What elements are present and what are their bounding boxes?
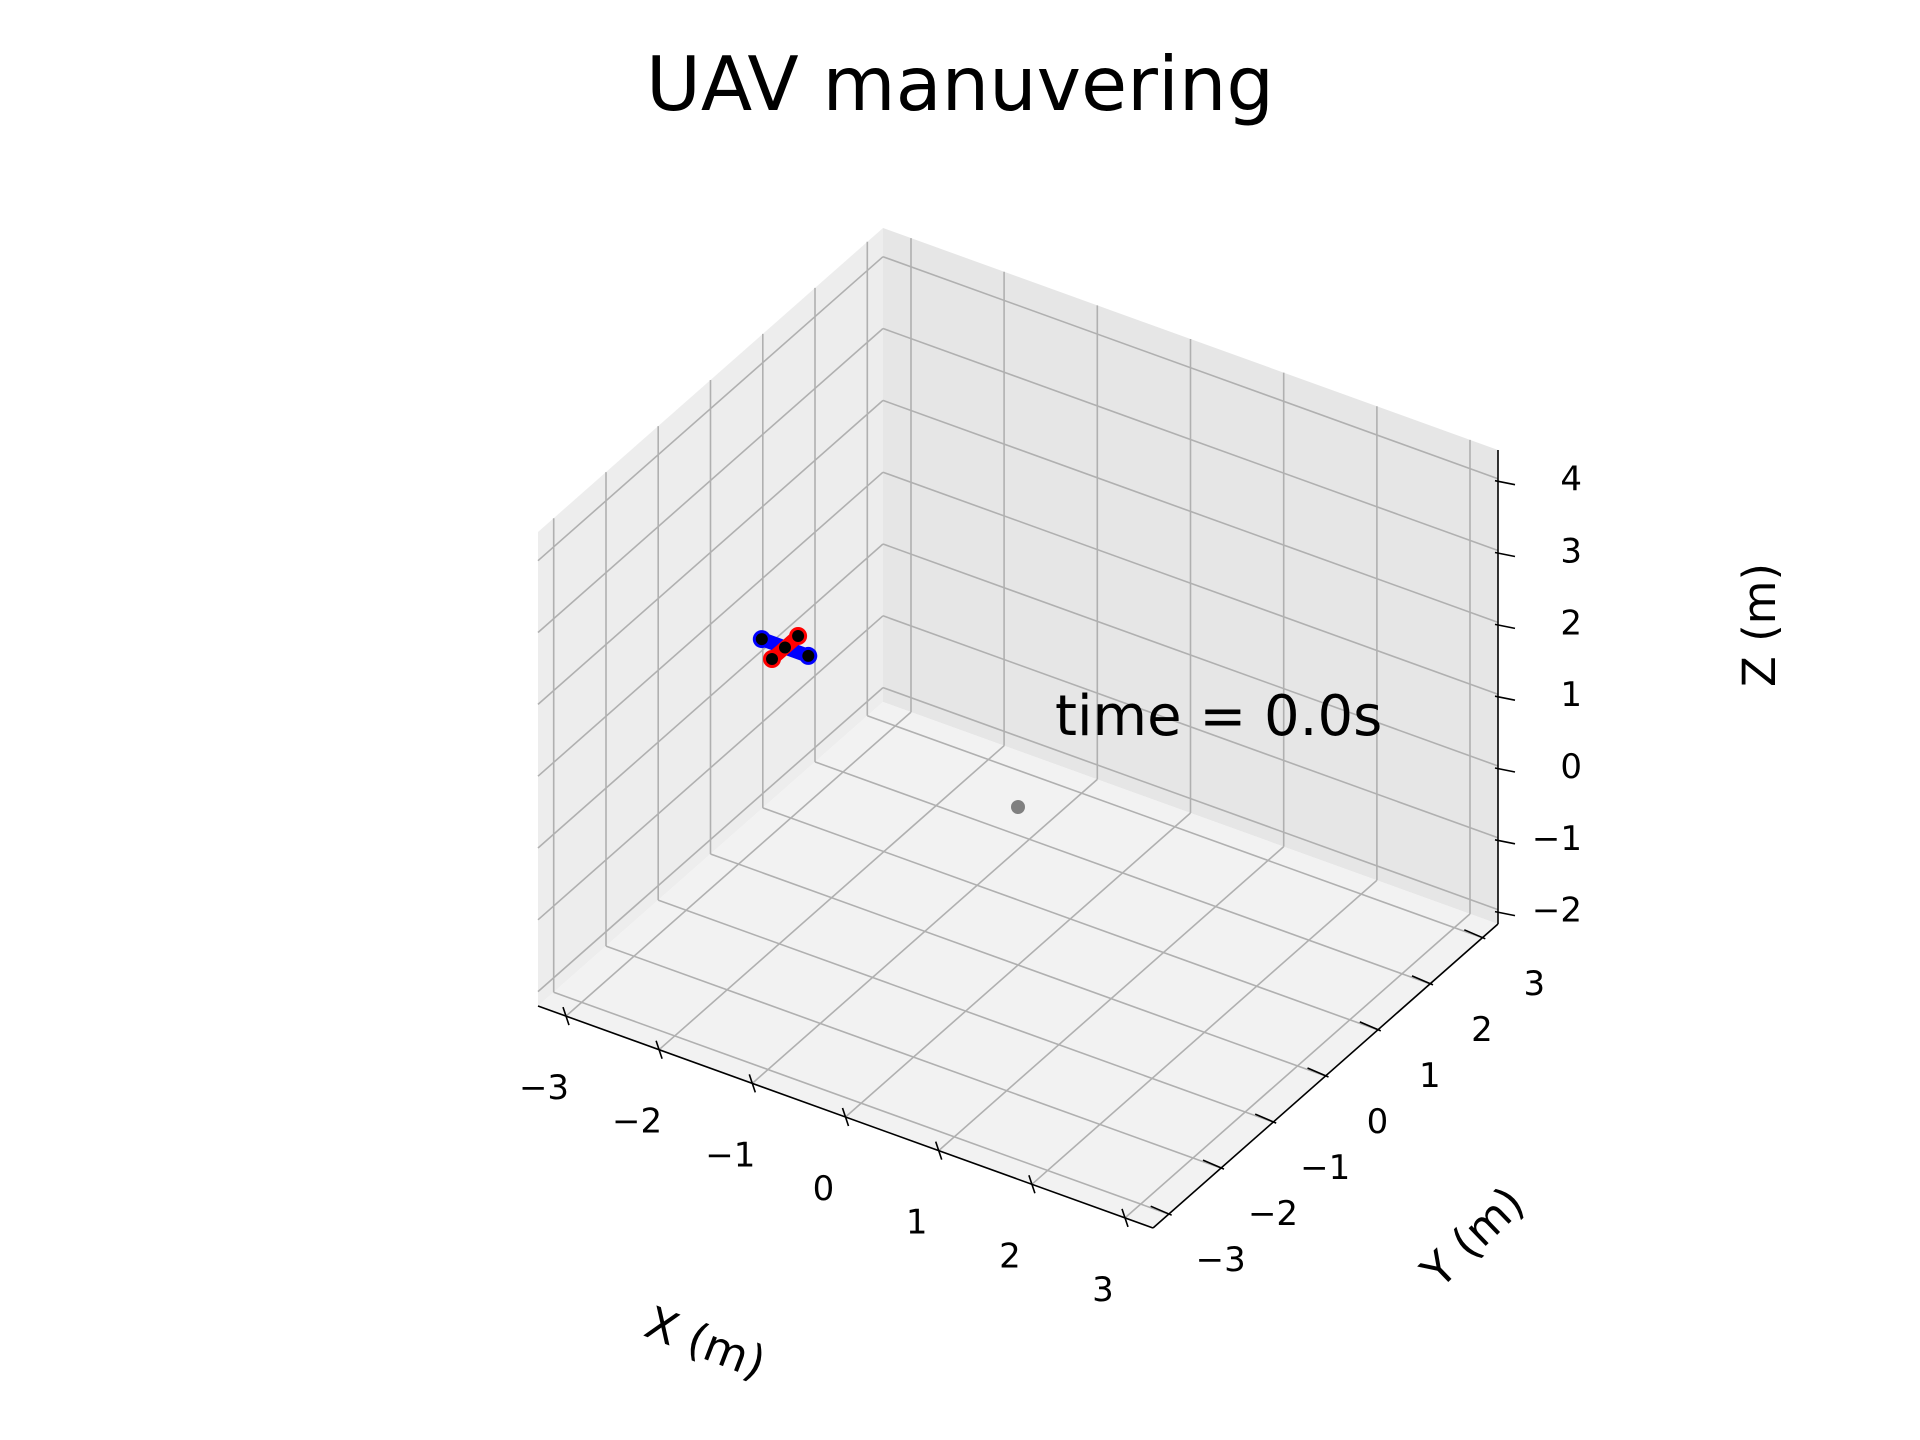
x-tick: [1028, 1175, 1036, 1194]
y-tick: [1150, 1205, 1173, 1216]
x-tick-label: −1: [705, 1135, 755, 1175]
x-axis-label: X (m): [638, 1296, 773, 1390]
y-tick: [1254, 1113, 1277, 1124]
z-tick-label: −2: [1532, 891, 1582, 931]
x-tick-label: 0: [813, 1169, 835, 1209]
grid-line-z: [882, 327, 1499, 552]
rotor-point: [766, 653, 778, 665]
z-tick-label: 2: [1560, 603, 1582, 643]
rotor-point: [802, 649, 815, 662]
z-tick: [1494, 839, 1516, 845]
grid-line-y: [710, 853, 1326, 1077]
grid-line-z: [537, 615, 884, 921]
axes-grid: [537, 238, 1499, 1219]
y-tick-label: −2: [1248, 1194, 1298, 1234]
y-tick: [1307, 1067, 1329, 1078]
z-tick-label: 1: [1560, 675, 1582, 715]
z-tick-label: 0: [1560, 747, 1582, 787]
z-tick: [1494, 695, 1516, 701]
y-tick-label: 2: [1471, 1010, 1493, 1050]
x-tick-label: −2: [612, 1102, 662, 1142]
x-tick-label: 2: [999, 1236, 1021, 1276]
x-tick: [841, 1107, 850, 1127]
x-tick-label: 3: [1092, 1270, 1114, 1310]
grid-line-z: [882, 686, 1499, 911]
y-axis-label: Y (m): [1410, 1176, 1534, 1299]
grid-line-z: [537, 686, 884, 993]
grid-line-z: [537, 327, 884, 634]
z-tick: [1494, 479, 1516, 486]
x-tick-label: −3: [519, 1068, 569, 1108]
grid-line-z: [537, 256, 884, 562]
y-tick-label: −3: [1196, 1240, 1246, 1280]
x-tick: [748, 1074, 757, 1093]
z-tick: [1494, 551, 1516, 558]
rotor-point: [779, 641, 791, 654]
uav-plot: [752, 627, 1025, 814]
z-tick-label: 4: [1560, 460, 1582, 500]
grid-line-z: [537, 399, 884, 706]
x-tick: [562, 1006, 570, 1026]
x-tick-label: 1: [906, 1203, 928, 1243]
y-tick-label: 1: [1419, 1056, 1441, 1096]
grid-line-y: [867, 715, 1483, 939]
grid-line-z: [882, 543, 1499, 767]
y-tick: [1202, 1159, 1225, 1170]
z-tick: [1494, 623, 1516, 630]
z-tick-label: 3: [1560, 532, 1582, 572]
z-axis-label: Z (m): [1733, 563, 1786, 687]
rotor-point: [792, 630, 805, 642]
grid-line-z: [882, 399, 1499, 624]
z-tick-label: −1: [1532, 819, 1582, 859]
grid-line-y: [657, 899, 1274, 1123]
grid-line-z: [882, 615, 1499, 839]
z-tick: [1494, 767, 1516, 773]
y-tick-label: −1: [1300, 1148, 1350, 1188]
z-tick: [1494, 910, 1516, 917]
chart-title: UAV manuvering: [646, 40, 1274, 128]
x-tick: [934, 1141, 943, 1160]
grid-line-z: [882, 255, 1499, 480]
grid-line-z: [537, 543, 884, 849]
y-tick: [1411, 975, 1434, 986]
x-tick: [655, 1040, 663, 1059]
grid-line-z: [882, 471, 1499, 695]
y-tick-label: 0: [1367, 1102, 1389, 1142]
grid-line-y: [605, 945, 1222, 1169]
target-point: [1011, 800, 1025, 814]
y-tick-label: 3: [1523, 964, 1545, 1004]
grid-line-y: [814, 761, 1431, 985]
grid-line-z: [537, 471, 884, 777]
y-tick: [1463, 929, 1486, 940]
grid-line-y: [762, 807, 1379, 1031]
time-annotation: time = 0.0s: [1055, 684, 1382, 749]
y-tick: [1359, 1021, 1382, 1032]
rotor-point: [755, 633, 768, 646]
grid-line-y: [553, 991, 1169, 1215]
x-tick: [1121, 1208, 1129, 1228]
